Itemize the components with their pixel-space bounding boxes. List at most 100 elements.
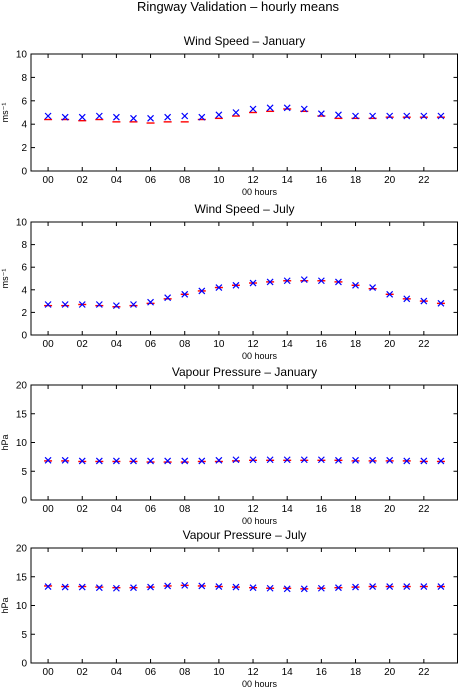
data-point-stroke: [147, 298, 154, 306]
data-point: [44, 301, 52, 308]
x-tick-label: 22: [418, 667, 430, 678]
data-point: [164, 582, 172, 590]
data-point: [335, 456, 342, 464]
x-tick-label: 06: [145, 667, 157, 678]
data-point-stroke: [249, 456, 257, 464]
data-point-stroke: [437, 112, 445, 120]
x-tick-label: 06: [145, 339, 157, 350]
data-point: [266, 278, 274, 286]
data-point: [317, 456, 325, 464]
data-point: [403, 112, 411, 120]
x-tick-label: 02: [77, 504, 89, 515]
y-axis-label: hPa: [0, 434, 10, 450]
y-tick-label: 5: [21, 630, 27, 641]
data-point: [215, 111, 223, 119]
data-point-stroke: [147, 583, 154, 591]
y-tick-label: 0: [21, 496, 27, 507]
x-tick-label: 00: [43, 504, 55, 515]
x-tick-label: 18: [350, 175, 362, 186]
data-point: [164, 457, 172, 465]
y-tick-label: 20: [16, 544, 28, 555]
data-point-stroke: [283, 585, 291, 593]
data-point-stroke: [232, 456, 240, 464]
data-point-stroke: [403, 295, 411, 303]
data-point-stroke: [198, 113, 206, 121]
data-point: [386, 456, 394, 464]
data-point-stroke: [437, 299, 445, 307]
data-point: [164, 113, 172, 121]
data-point: [352, 112, 359, 120]
data-point-stroke: [130, 114, 137, 122]
x-tick-label: 22: [418, 504, 430, 515]
chart-panel-3: Vapour Pressure – January 0 5 10 15 20 00 02 04 0…: [0, 365, 458, 526]
data-point: [181, 581, 189, 589]
data-point-stroke: [420, 112, 428, 120]
series-2: [44, 581, 445, 593]
data-point: [283, 585, 291, 593]
y-tick-label: 20: [16, 381, 28, 392]
series-2: [44, 276, 445, 310]
panel-title: Vapour Pressure – January: [172, 365, 317, 379]
data-point-stroke: [266, 278, 274, 286]
data-point: [249, 279, 257, 287]
data-point: [335, 584, 342, 592]
data-point: [147, 298, 154, 306]
data-point-stroke: [181, 112, 189, 120]
data-point-stroke: [403, 457, 411, 465]
x-tick-label: 04: [111, 175, 123, 186]
y-tick-label: 2: [21, 143, 27, 154]
y-tick-label: 4: [21, 285, 27, 296]
data-point-stroke: [420, 583, 428, 590]
data-point-stroke: [95, 301, 103, 308]
series-1: [44, 108, 445, 124]
panel-title: Wind Speed – January: [184, 34, 305, 48]
x-tick-label: 02: [77, 175, 89, 186]
x-tick-label: 20: [384, 667, 396, 678]
data-point: [369, 284, 377, 291]
data-point-stroke: [369, 456, 377, 464]
x-tick-label: 12: [247, 504, 259, 515]
data-point-stroke: [61, 456, 69, 464]
data-point-stroke: [283, 104, 291, 112]
data-point: [215, 284, 223, 291]
data-point-stroke: [352, 281, 359, 289]
data-point-stroke: [215, 284, 223, 291]
data-point-stroke: [352, 456, 359, 464]
data-point-stroke: [352, 583, 359, 591]
data-point-stroke: [44, 301, 52, 308]
y-tick-label: 2: [21, 308, 27, 319]
data-point-stroke: [78, 457, 86, 465]
data-point-stroke: [147, 457, 154, 465]
x-tick-label: 12: [247, 339, 259, 350]
chart-panel-4: Vapour Pressure – July 0 5 10 15 20 00 02 04 06 08…: [0, 528, 458, 689]
data-point-stroke: [164, 582, 172, 590]
data-point-stroke: [44, 112, 52, 120]
data-point: [147, 583, 154, 591]
x-tick-label: 14: [282, 667, 294, 678]
y-tick-label: 8: [21, 240, 27, 251]
data-point: [215, 456, 223, 464]
data-point-stroke: [300, 456, 308, 464]
y-axis-label: hPa: [0, 597, 10, 613]
x-tick-label: 08: [179, 504, 191, 515]
data-point-stroke: [386, 456, 394, 464]
data-point: [437, 457, 445, 465]
data-point: [95, 301, 103, 308]
data-point: [317, 584, 325, 592]
data-point: [283, 104, 291, 112]
data-point: [266, 456, 274, 464]
data-point-stroke: [317, 110, 325, 118]
data-point: [352, 583, 359, 591]
data-point: [198, 457, 206, 465]
data-point-stroke: [403, 112, 411, 120]
y-tick-label: 15: [16, 572, 28, 583]
y-tick-label: 5: [21, 467, 27, 478]
data-point-stroke: [266, 104, 274, 112]
series-2: [44, 104, 445, 122]
data-point: [335, 111, 342, 119]
x-axis-label: 00 hours: [242, 679, 278, 689]
data-point-stroke: [164, 457, 172, 465]
x-tick-label: 20: [384, 339, 396, 350]
data-point: [44, 456, 52, 464]
